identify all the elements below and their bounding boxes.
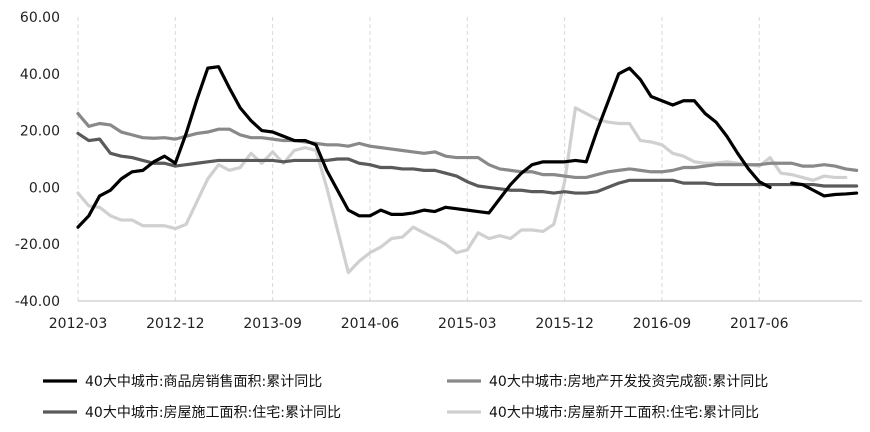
- y-tick-label: 0.00: [29, 180, 60, 196]
- y-tick-label: -40.00: [15, 294, 60, 310]
- x-tick-label: 2016-09: [633, 316, 692, 332]
- legend: 40大中城市:商品房销售面积:累计同比 40大中城市:房地产开发投资完成额:累计同…: [43, 373, 768, 421]
- series-line-1: [76, 111, 859, 180]
- gridlines: [77, 17, 760, 301]
- legend-label-3: 40大中城市:房屋新开工面积:住宅:累计同比: [489, 404, 759, 421]
- x-tick-label: 2012-12: [146, 316, 205, 332]
- legend-label-1: 40大中城市:房地产开发投资完成额:累计同比: [489, 373, 768, 390]
- series-line-2: [76, 131, 859, 195]
- series-line-3: [76, 106, 848, 275]
- x-tick-label: 2015-03: [438, 316, 497, 332]
- x-tick-label: 2017-06: [730, 316, 789, 332]
- x-tick-label: 2015-12: [535, 316, 594, 332]
- series-line-0: [76, 65, 859, 229]
- y-tick-label: -20.00: [15, 237, 60, 253]
- legend-label-2: 40大中城市:房屋施工面积:住宅:累计同比: [85, 404, 341, 421]
- series-lines: [76, 65, 859, 275]
- y-tick-label: 20.00: [20, 124, 60, 140]
- x-tick-label: 2012-03: [49, 316, 108, 332]
- x-tick-label: 2014-06: [341, 316, 400, 332]
- x-tick-label: 2013-09: [243, 316, 302, 332]
- y-tick-label: 60.00: [20, 10, 60, 26]
- legend-label-0: 40大中城市:商品房销售面积:累计同比: [85, 373, 322, 390]
- axes: 60.00 40.00 20.00 0.00 -20.00 -40.00 2012-03 20…: [15, 10, 862, 332]
- y-tick-label: 40.00: [20, 67, 60, 83]
